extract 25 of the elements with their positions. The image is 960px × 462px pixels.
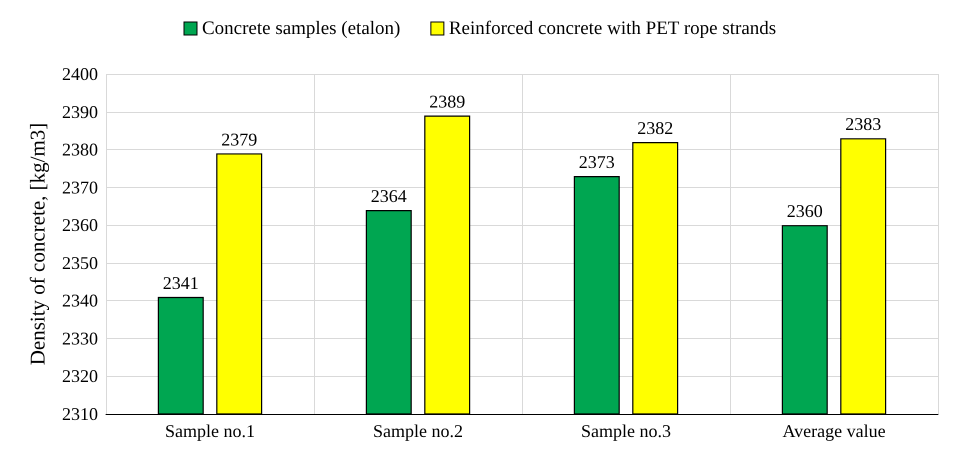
data-label: 2383 [845, 114, 882, 134]
legend-label: Concrete samples (etalon) [202, 18, 400, 39]
y-tick-label: 2380 [62, 140, 98, 160]
x-tick-label: Sample no.1 [165, 421, 255, 441]
y-axis-title: Density of concrete, [kg/m3] [26, 122, 50, 366]
x-tick-label: Sample no.2 [373, 421, 463, 441]
data-label: 2341 [162, 272, 199, 293]
data-label: 2360 [786, 201, 823, 222]
legend-label: Reinforced concrete with PET rope strands [448, 18, 776, 39]
y-tick-label: 2400 [62, 64, 98, 84]
y-tick-label: 2330 [62, 328, 98, 348]
y-tick-label: 2310 [62, 404, 98, 424]
y-tick-label: 2320 [62, 366, 98, 386]
x-tick-label: Sample no.3 [581, 421, 671, 441]
data-label: 2382 [637, 118, 674, 138]
y-tick-label: 2360 [62, 215, 98, 236]
data-label: 2389 [429, 92, 466, 112]
data-label: 2379 [221, 129, 258, 150]
y-tick-label: 2370 [62, 177, 98, 198]
y-tick-label: 2390 [62, 102, 98, 122]
x-tick-label: Average value [782, 421, 886, 441]
data-label: 2364 [370, 186, 407, 206]
y-tick-label: 2350 [62, 252, 98, 273]
data-label: 2373 [578, 152, 615, 172]
y-tick-label: 2340 [62, 290, 98, 311]
